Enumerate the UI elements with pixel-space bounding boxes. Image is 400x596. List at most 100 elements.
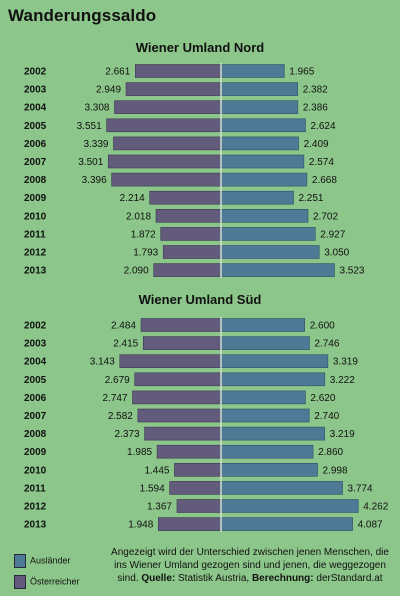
value-label-oesterreicher: 3.143 bbox=[90, 357, 115, 368]
calc-label: Berechnung: bbox=[251, 573, 314, 584]
value-label-auslaender: 2.998 bbox=[323, 465, 348, 476]
footer: Ausländer Österreicher Angezeigt wird de… bbox=[0, 540, 400, 596]
bar-oesterreicher bbox=[174, 462, 222, 477]
legend-item-auslaender: Ausländer bbox=[14, 554, 71, 568]
value-label-auslaender: 3.523 bbox=[339, 266, 364, 277]
source-text: Statistik Austria, bbox=[178, 573, 250, 584]
value-label-oesterreicher: 2.661 bbox=[105, 67, 130, 78]
year-label: 2013 bbox=[24, 520, 47, 531]
footnote: Angezeigt wird der Unterschied zwischen … bbox=[107, 546, 393, 585]
bar-oesterreicher bbox=[157, 517, 222, 531]
bar-oesterreicher bbox=[140, 318, 222, 332]
bar-oesterreicher bbox=[106, 118, 222, 133]
value-label-auslaender: 2.624 bbox=[310, 121, 335, 132]
bar-auslaender bbox=[220, 190, 294, 205]
chart-area: Wiener Umland Nord 2002 2.661 1.965 2003 2.94… bbox=[24, 40, 389, 533]
bar-auslaender bbox=[220, 118, 306, 133]
bar-auslaender bbox=[220, 517, 353, 531]
bar-oesterreicher bbox=[144, 426, 222, 441]
bar-auslaender bbox=[220, 390, 306, 405]
bar-oesterreicher bbox=[134, 372, 222, 387]
value-label-auslaender: 2.251 bbox=[298, 193, 323, 204]
value-label-oesterreicher: 2.582 bbox=[108, 411, 133, 422]
bar-oesterreicher bbox=[156, 444, 222, 459]
value-label-auslaender: 2.746 bbox=[314, 339, 339, 350]
year-label: 2010 bbox=[24, 211, 47, 222]
bar-oesterreicher bbox=[155, 209, 222, 223]
year-label: 2005 bbox=[24, 375, 47, 386]
value-label-auslaender: 3.219 bbox=[330, 429, 355, 440]
year-label: 2008 bbox=[24, 175, 47, 186]
bar-auslaender bbox=[220, 82, 299, 96]
value-label-oesterreicher: 2.949 bbox=[96, 85, 121, 96]
bar-auslaender bbox=[220, 444, 314, 459]
bar-auslaender bbox=[220, 263, 335, 277]
bar-auslaender bbox=[220, 154, 305, 169]
bar-oesterreicher bbox=[111, 172, 222, 187]
legend-item-oesterreicher: Österreicher bbox=[14, 575, 80, 589]
year-label: 2004 bbox=[24, 357, 47, 368]
bar-oesterreicher bbox=[160, 227, 222, 241]
value-label-auslaender: 2.620 bbox=[310, 393, 335, 404]
bar-oesterreicher bbox=[132, 390, 222, 405]
bar-oesterreicher bbox=[119, 354, 222, 369]
year-label: 2006 bbox=[24, 393, 47, 404]
year-label: 2011 bbox=[24, 483, 46, 494]
value-label-oesterreicher: 2.090 bbox=[124, 266, 149, 277]
bar-oesterreicher bbox=[114, 100, 222, 114]
value-label-oesterreicher: 2.415 bbox=[113, 339, 138, 350]
value-label-auslaender: 3.319 bbox=[333, 357, 358, 368]
bar-oesterreicher bbox=[169, 481, 222, 495]
year-label: 2006 bbox=[24, 139, 47, 150]
value-label-auslaender: 2.860 bbox=[318, 447, 343, 458]
value-label-oesterreicher: 1.948 bbox=[128, 520, 153, 531]
bar-auslaender bbox=[220, 209, 309, 223]
value-label-oesterreicher: 1.793 bbox=[133, 248, 158, 259]
bar-auslaender bbox=[220, 227, 316, 241]
value-label-oesterreicher: 3.339 bbox=[83, 139, 108, 150]
year-label: 2003 bbox=[24, 339, 47, 350]
value-label-oesterreicher: 3.501 bbox=[78, 157, 103, 168]
footnote-text: Angezeigt wird der Unterschied zwischen … bbox=[111, 547, 389, 584]
bar-auslaender bbox=[220, 462, 318, 477]
value-label-oesterreicher: 1.872 bbox=[131, 229, 156, 240]
year-label: 2009 bbox=[24, 193, 47, 204]
year-label: 2011 bbox=[24, 229, 46, 240]
value-label-oesterreicher: 3.551 bbox=[77, 121, 102, 132]
bar-auslaender bbox=[220, 354, 329, 369]
year-label: 2012 bbox=[24, 502, 47, 513]
bar-auslaender bbox=[220, 481, 343, 495]
bar-auslaender bbox=[220, 136, 299, 151]
year-label: 2008 bbox=[24, 429, 47, 440]
bar-oesterreicher bbox=[125, 82, 222, 96]
value-label-oesterreicher: 1.445 bbox=[144, 465, 169, 476]
value-label-auslaender: 2.702 bbox=[313, 211, 338, 222]
value-label-auslaender: 3.774 bbox=[348, 483, 373, 494]
bar-oesterreicher bbox=[149, 190, 222, 205]
chart-title: Wanderungssaldo bbox=[8, 6, 157, 25]
value-label-auslaender: 2.382 bbox=[303, 85, 328, 96]
value-label-oesterreicher: 2.373 bbox=[115, 429, 140, 440]
bar-auslaender bbox=[220, 100, 299, 114]
year-label: 2004 bbox=[24, 103, 47, 114]
year-label: 2005 bbox=[24, 121, 47, 132]
section-title-1: Wiener Umland Nord bbox=[136, 40, 265, 55]
value-label-auslaender: 2.668 bbox=[312, 175, 337, 186]
value-label-auslaender: 2.740 bbox=[314, 411, 339, 422]
value-label-oesterreicher: 1.985 bbox=[127, 447, 152, 458]
year-label: 2002 bbox=[24, 321, 47, 332]
value-label-oesterreicher: 2.484 bbox=[111, 321, 136, 332]
bar-auslaender bbox=[220, 372, 326, 387]
value-label-oesterreicher: 1.367 bbox=[147, 502, 172, 513]
legend-swatch-auslaender bbox=[14, 554, 26, 568]
value-label-auslaender: 4.087 bbox=[358, 520, 383, 531]
bar-oesterreicher bbox=[176, 499, 222, 513]
legend-label-auslaender: Ausländer bbox=[30, 555, 71, 566]
year-label: 2007 bbox=[24, 157, 47, 168]
year-label: 2003 bbox=[24, 85, 47, 96]
year-label: 2010 bbox=[24, 465, 47, 476]
value-label-auslaender: 4.262 bbox=[363, 502, 388, 513]
year-label: 2009 bbox=[24, 447, 47, 458]
bar-auslaender bbox=[220, 64, 285, 78]
bar-auslaender bbox=[220, 172, 308, 187]
